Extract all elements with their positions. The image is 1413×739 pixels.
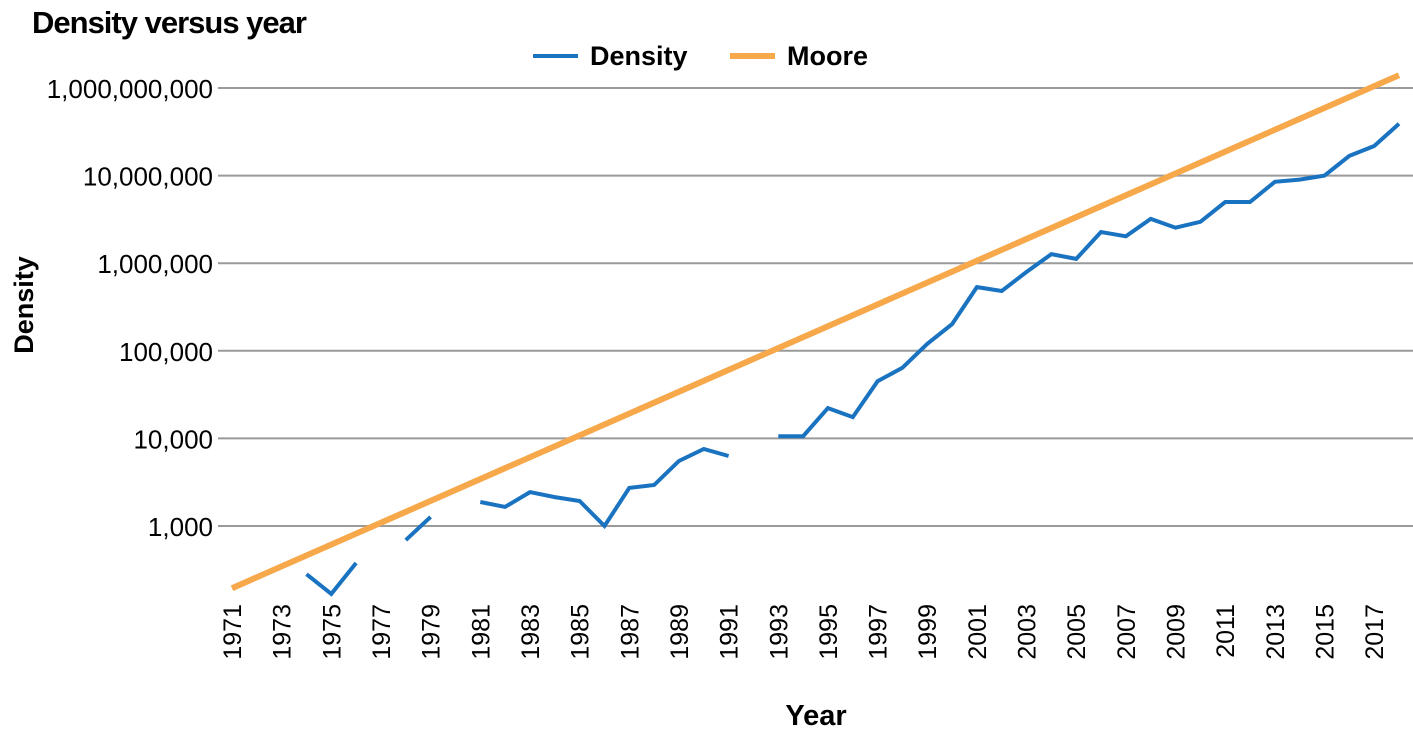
series-line-density [305, 561, 358, 597]
x-tick-label: 2017 [1361, 604, 1389, 660]
x-tick-label: 2007 [1113, 604, 1141, 660]
x-tick-label: 1995 [815, 604, 843, 660]
x-tick-label: 1993 [765, 604, 793, 660]
x-tick-label: 1991 [716, 604, 744, 660]
legend: Density Moore [533, 41, 868, 71]
legend-label-density: Density [590, 41, 688, 71]
series-line-density [778, 122, 1401, 439]
x-tick-label: 1983 [517, 604, 545, 660]
x-tick-label: 1987 [616, 604, 644, 660]
y-tick-label: 100,000 [119, 337, 213, 367]
x-tick-label: 1977 [368, 604, 396, 660]
x-tick-label: 1997 [865, 604, 893, 660]
x-tick-label: 2001 [964, 604, 992, 660]
x-tick-label: 1985 [567, 604, 595, 660]
x-tick-label: 2009 [1163, 604, 1191, 660]
series-lines [230, 72, 1401, 597]
series-line-density [404, 515, 432, 542]
y-tick-label: 1,000,000,000 [47, 74, 213, 104]
x-tick-label: 1999 [914, 604, 942, 660]
y-tick-label: 10,000,000 [83, 162, 213, 192]
y-tick-label: 1,000,000 [97, 249, 213, 279]
chart-title: Density versus year [32, 5, 307, 40]
series-line-moore [230, 72, 1401, 591]
x-tick-label: 2005 [1063, 604, 1091, 660]
x-axis-label: Year [785, 700, 846, 732]
x-tick-label: 1973 [269, 604, 297, 660]
gridlines [218, 87, 1413, 527]
y-tick-labels: 1,000 10,000 100,000 1,000,000 10,000,000 1,0… [47, 74, 213, 542]
y-axis-label: Density [9, 256, 39, 354]
y-tick-label: 10,000 [133, 424, 213, 454]
x-tick-label: 1981 [467, 604, 495, 660]
x-tick-label: 1975 [318, 604, 346, 660]
x-tick-label: 2003 [1014, 604, 1042, 660]
legend-label-moore: Moore [787, 41, 868, 71]
x-tick-labels: 1971 1973 1975 1977 1979 1981 1983 1985 1987 1989… [219, 604, 1389, 660]
x-tick-label: 1979 [418, 604, 446, 660]
y-tick-label: 1,000 [148, 512, 213, 542]
x-tick-label: 2015 [1312, 604, 1340, 660]
series-line-density [479, 446, 730, 530]
x-tick-label: 2011 [1212, 604, 1240, 658]
x-tick-label: 2013 [1262, 604, 1290, 660]
x-tick-label: 1989 [666, 604, 694, 660]
x-tick-label: 1971 [219, 604, 247, 660]
